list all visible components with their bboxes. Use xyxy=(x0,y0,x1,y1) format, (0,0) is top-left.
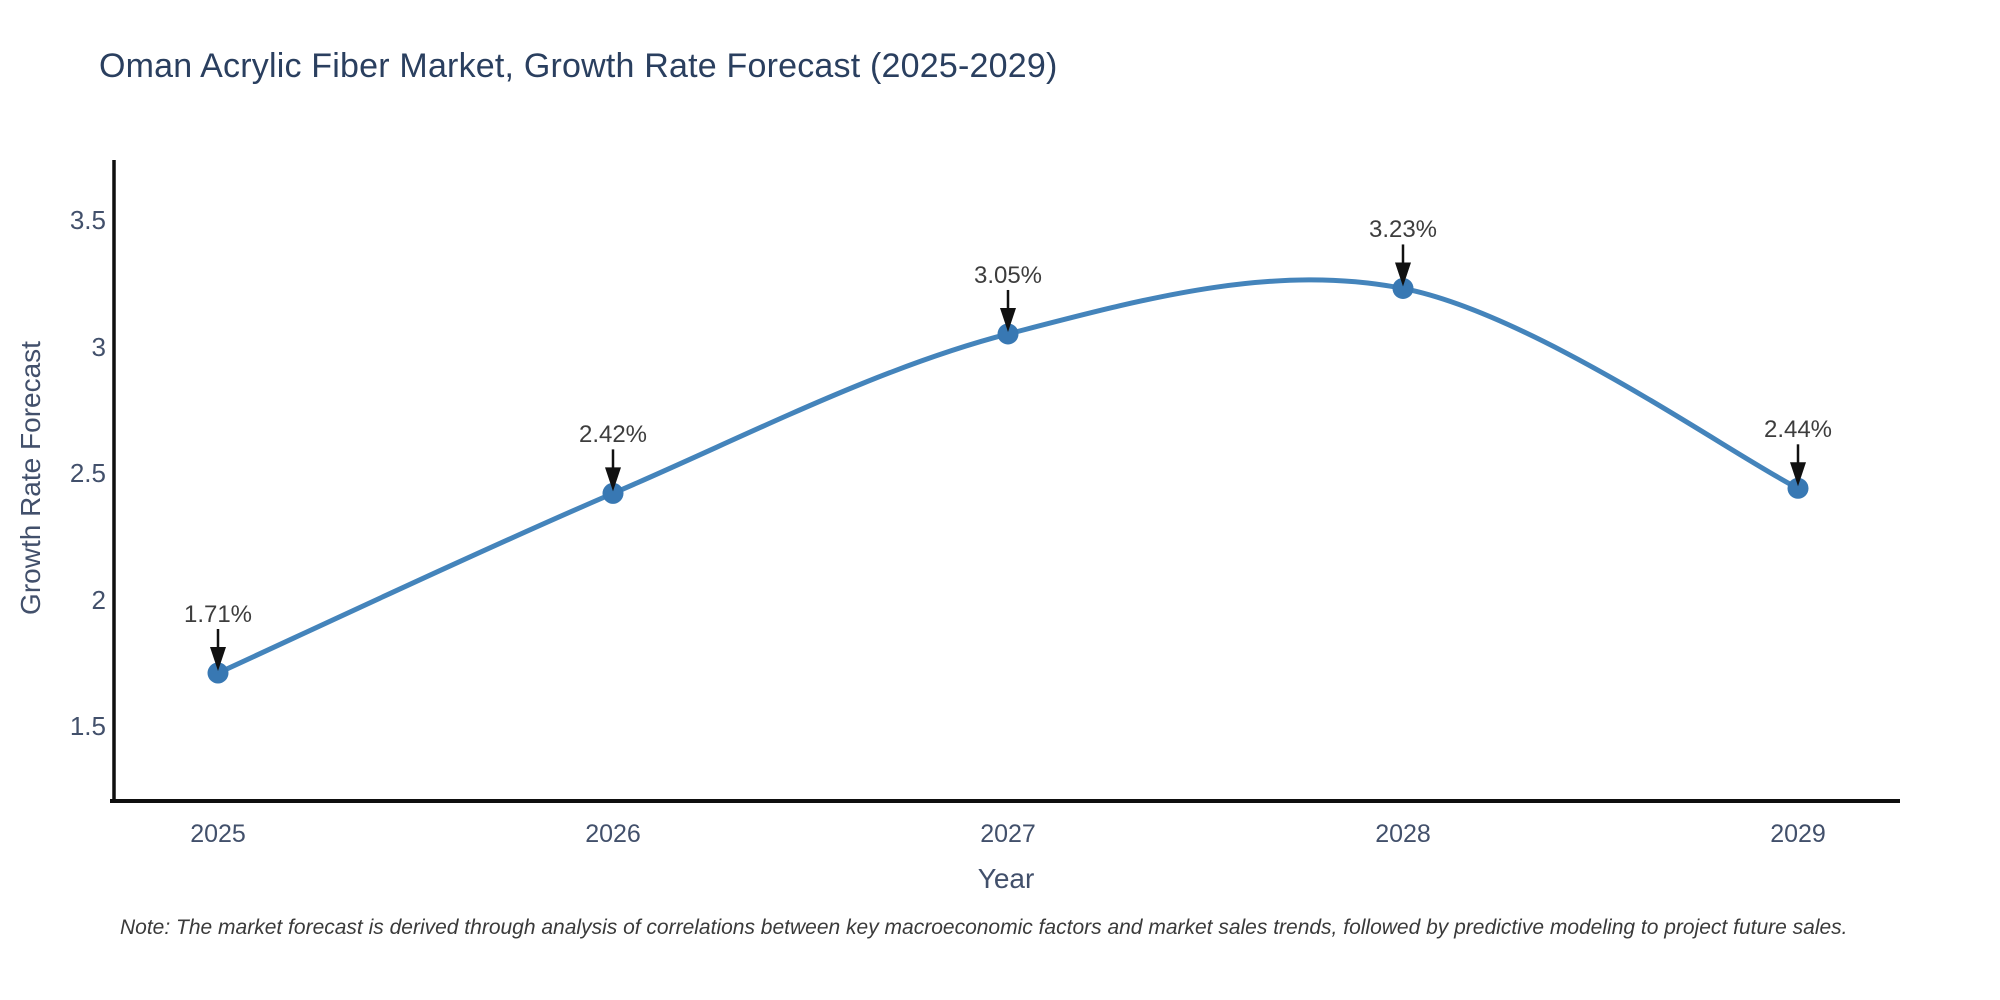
x-tick-label: 2026 xyxy=(585,820,641,848)
annotation-label: 3.23% xyxy=(1368,216,1438,244)
annotation-label: 2.42% xyxy=(578,421,648,449)
y-tick-label: 3.5 xyxy=(69,205,106,236)
y-tick-label: 3 xyxy=(91,331,106,362)
y-tick-label: 2.5 xyxy=(69,458,106,489)
annotation-arrow-head xyxy=(1395,262,1411,287)
y-tick-label: 2 xyxy=(91,584,106,615)
footnote: Note: The market forecast is derived thr… xyxy=(120,916,1848,939)
x-tick-label: 2029 xyxy=(1770,820,1826,848)
x-tick-label: 2028 xyxy=(1375,820,1431,848)
x-axis-title: Year xyxy=(977,863,1035,894)
annotation-arrow-head xyxy=(605,467,621,492)
annotation-arrow-head xyxy=(210,647,226,671)
y-tick-label: 1.5 xyxy=(69,711,106,742)
x-tick-label: 2025 xyxy=(190,820,246,848)
annotation-label: 3.05% xyxy=(973,261,1043,289)
data-point-marker xyxy=(602,482,624,504)
data-point-marker xyxy=(207,662,229,684)
annotation-arrow-head xyxy=(1790,462,1806,487)
data-point-marker xyxy=(1787,477,1809,499)
annotation-arrow-head xyxy=(1000,307,1016,332)
data-point-marker xyxy=(997,323,1019,345)
data-point-marker xyxy=(1392,277,1414,299)
x-tick-label: 2027 xyxy=(980,820,1036,848)
annotation-label: 2.44% xyxy=(1763,416,1833,444)
chart-title: Oman Acrylic Fiber Market, Growth Rate F… xyxy=(99,47,1058,85)
annotation-label: 1.71% xyxy=(183,601,253,628)
